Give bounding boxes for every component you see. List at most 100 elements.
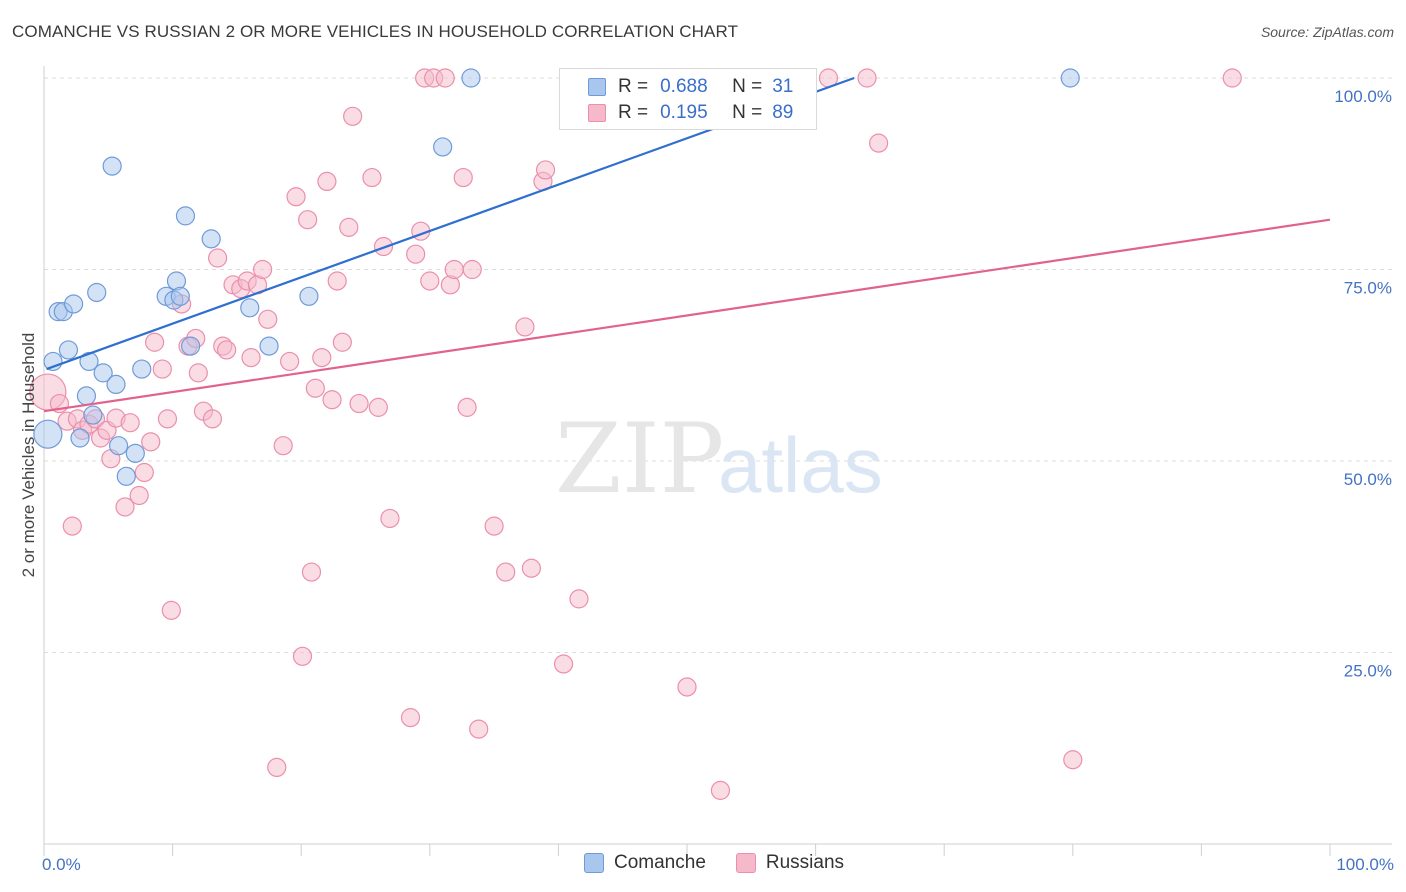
y-axis-label: 2 or more Vehicles in Household — [19, 333, 38, 578]
comanche-point — [116, 466, 136, 486]
russians-point — [1222, 68, 1242, 88]
russians-r-value: 0.195 — [660, 102, 708, 123]
russians-point — [457, 397, 477, 417]
russians-point — [144, 332, 165, 352]
comanche-point — [240, 298, 260, 318]
russians-point — [368, 397, 388, 417]
russians-point — [569, 589, 589, 609]
comanche-point — [106, 374, 126, 394]
russians-point — [435, 68, 455, 88]
russians-point — [317, 171, 337, 192]
russians-point — [161, 600, 181, 620]
comanche-point — [201, 229, 221, 249]
russians-point — [62, 516, 82, 536]
russians-point — [400, 708, 421, 728]
comanche-legend-swatch — [584, 853, 604, 873]
russians-point — [120, 413, 140, 433]
russians-point — [535, 160, 556, 180]
comanche-point — [58, 340, 79, 360]
russians-point — [453, 167, 473, 188]
source-label: Source: ZipAtlas.com — [1260, 24, 1394, 40]
russians-point — [202, 409, 223, 429]
russians-legend-swatch — [735, 853, 756, 873]
russians-legend-label: Russians — [765, 852, 845, 873]
russians-point — [115, 497, 135, 517]
russians-point — [444, 259, 464, 280]
russians-point — [521, 558, 541, 578]
russians-point — [305, 378, 325, 398]
russians-trend-line — [43, 218, 1331, 413]
y-tick-label: 75.0% — [1344, 279, 1392, 298]
russians-point — [298, 210, 318, 230]
y-tick-label: 100.0% — [1334, 87, 1392, 106]
russians-point — [141, 432, 161, 452]
comanche-point — [175, 206, 196, 226]
russians-point — [301, 562, 322, 582]
legend-row-comanche: R = 0.688 N = 31 — [588, 75, 793, 99]
russians-point — [339, 217, 359, 237]
comanche-point — [433, 137, 453, 157]
comanche-point — [102, 156, 122, 176]
russians-point — [267, 757, 287, 778]
russians-point — [208, 248, 228, 268]
bottom-legend: Comanche Russians — [584, 852, 874, 874]
russians-swatch — [588, 104, 606, 122]
russians-point — [253, 259, 273, 280]
comanche-swatch — [588, 78, 606, 96]
x-tick-label: 0.0% — [42, 855, 81, 874]
legend-n-label: N = — [732, 76, 763, 97]
russians-point — [322, 390, 342, 410]
russians-point — [406, 244, 426, 264]
russians-point — [280, 351, 300, 372]
comanche-point — [181, 336, 201, 356]
russians-point — [1063, 750, 1083, 770]
russians-point — [217, 340, 237, 360]
russians-point — [362, 167, 382, 188]
russians-point — [152, 359, 172, 379]
comanche-point — [170, 286, 190, 306]
comanche-point — [125, 443, 145, 463]
russians-point — [380, 508, 400, 529]
legend-r-label: R = — [618, 76, 649, 97]
comanche-point — [299, 286, 319, 306]
comanche-point — [83, 405, 103, 425]
russians-point — [469, 719, 489, 739]
comanche-point — [79, 351, 99, 372]
axes — [43, 66, 1392, 856]
comanche-point — [87, 282, 107, 303]
watermark-zip: ZIP — [555, 403, 724, 515]
legend-r-label: R = — [618, 102, 649, 123]
russians-point — [332, 332, 352, 352]
comanche-point — [132, 359, 152, 379]
russians-point — [496, 562, 516, 582]
russians-point — [677, 677, 697, 697]
russians-point — [312, 347, 332, 368]
russians-point — [157, 409, 178, 429]
comanche-r-value: 0.688 — [660, 76, 708, 97]
russians-point — [553, 654, 574, 674]
russians-point — [292, 646, 313, 666]
legend-item-comanche: Comanche — [584, 852, 706, 874]
russians-point — [420, 271, 440, 291]
russians-point — [286, 187, 306, 207]
y-tick-label: 50.0% — [1344, 470, 1392, 489]
watermark: ZIP atlas — [555, 403, 883, 515]
legend-row-russians: R = 0.195 N = 89 — [588, 101, 793, 125]
russians-point — [134, 462, 154, 483]
comanche-point — [93, 363, 113, 383]
legend-n-label: N = — [732, 102, 763, 123]
comanche-point — [70, 428, 90, 448]
comanche-legend-label: Comanche — [614, 852, 706, 873]
russians-point — [515, 317, 535, 337]
russians-point — [241, 347, 261, 368]
comanche-point — [76, 386, 97, 406]
russians-point — [869, 133, 889, 153]
comanche-point — [33, 419, 63, 449]
russians-point — [462, 259, 482, 280]
watermark-atlas: atlas — [718, 421, 883, 509]
x-tick-label: 100.0% — [1336, 855, 1394, 874]
russians-point — [349, 393, 369, 414]
russians-point — [710, 780, 731, 800]
russians-point — [857, 68, 877, 88]
